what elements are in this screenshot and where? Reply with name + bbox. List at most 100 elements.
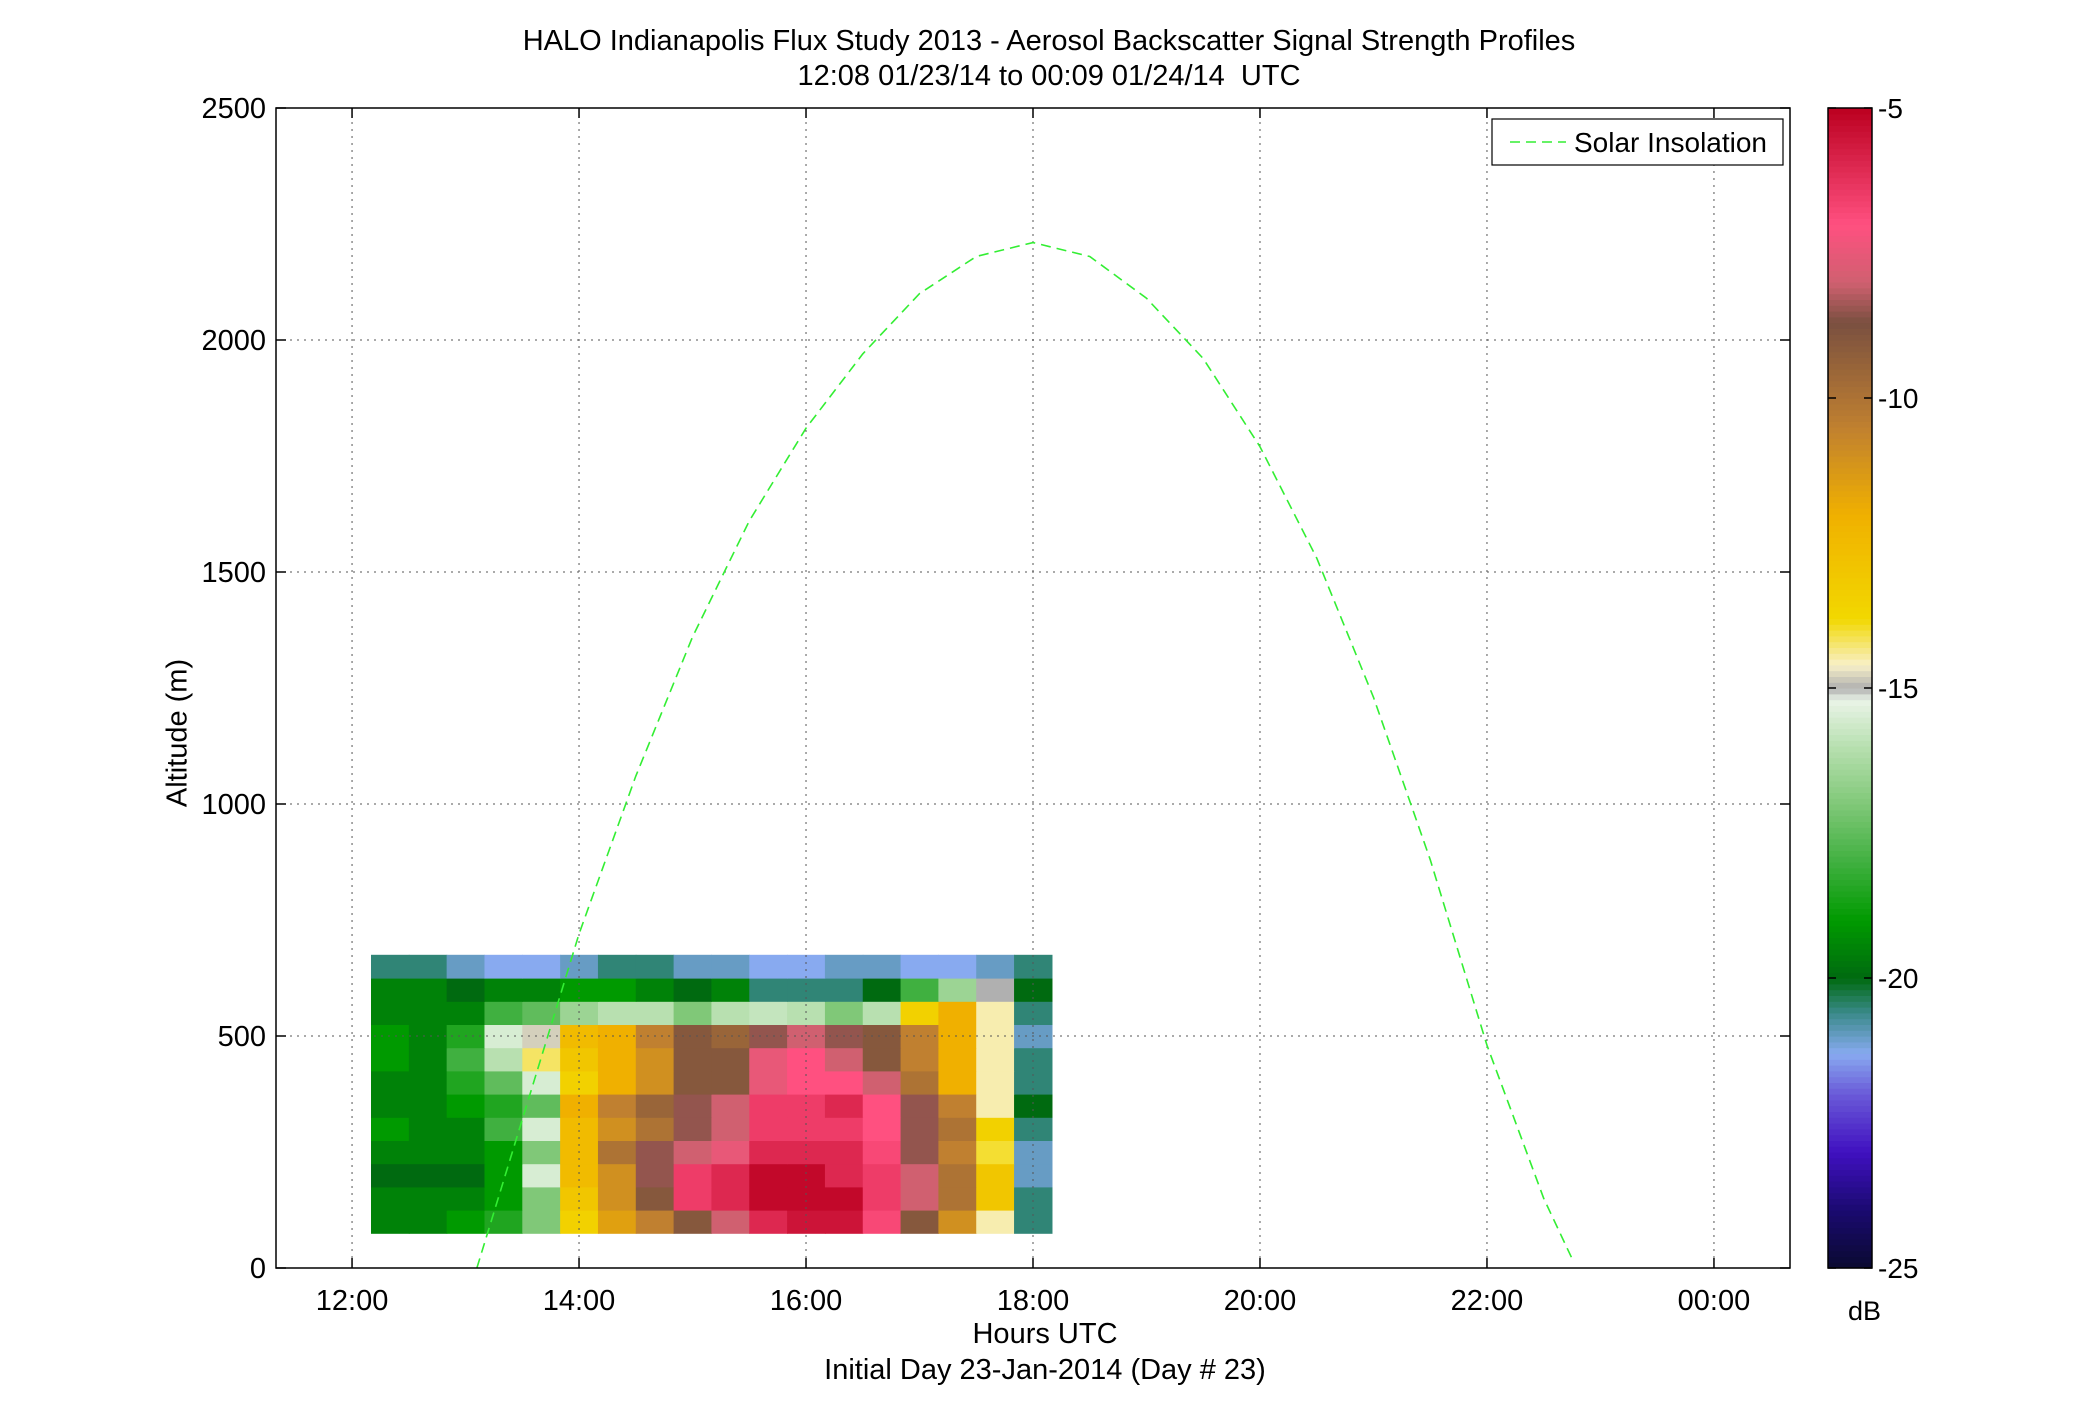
heatmap-cell [522,978,561,1002]
heatmap-cell [522,1024,561,1049]
colorbar-segment [1828,560,1872,567]
heatmap-cell [938,1047,977,1072]
heatmap-cell [976,1047,1015,1072]
colorbar-segment [1828,334,1872,341]
heatmap-cell [938,1163,977,1188]
heatmap-cell [976,1140,1015,1165]
heatmap-cell [597,1070,637,1095]
colorbar-segment [1828,340,1872,347]
colorbar-segment [1828,1186,1872,1194]
colorbar-segment [1828,496,1872,503]
colorbar-segment [1828,1105,1872,1112]
heatmap-cell [522,1140,561,1165]
colorbar-segment [1828,183,1872,190]
heatmap-cell [408,1186,448,1211]
colorbar-segment [1828,380,1872,387]
heatmap-cell [408,978,448,1002]
heatmap-cell [976,1117,1015,1141]
colorbar-segment [1828,873,1872,880]
colorbar-tick-label: -10 [1878,383,1918,414]
colorbar-segment [1828,1198,1872,1205]
heatmap-cell [635,1117,675,1141]
colorbar-segment [1828,554,1872,561]
heatmap-cell [938,1094,977,1118]
colorbar-segment [1828,867,1872,875]
colorbar-segment [1828,734,1872,741]
colorbar-segment [1828,751,1872,759]
colorbar-segment [1828,612,1872,619]
colorbar-segment [1828,1065,1872,1072]
heatmap-cell [938,1210,977,1234]
heatmap-cell [484,1024,523,1049]
colorbar-segment [1828,1152,1872,1159]
heatmap-cell [787,1117,826,1141]
heatmap-cell [862,1117,902,1141]
colorbar-segment [1828,374,1872,382]
heatmap-cell [787,1163,826,1188]
heatmap-cell [408,1140,448,1165]
heatmap-cell [862,954,902,979]
colorbar-segment [1828,154,1872,161]
colorbar-segment [1828,630,1872,637]
heatmap-cell [900,1186,940,1211]
colorbar-segment [1828,357,1872,364]
heatmap-cell [900,1163,940,1188]
colorbar-segment [1828,740,1872,747]
colorbar-segment [1828,444,1872,451]
heatmap-cell [824,1094,864,1118]
colorbar-segment [1828,328,1872,335]
heatmap-cell [673,1163,713,1188]
heatmap-cell [711,1186,750,1211]
colorbar-segment [1828,415,1872,422]
heatmap-cell [938,1001,977,1025]
colorbar-segment [1828,1024,1872,1031]
heatmap-cell [749,954,788,979]
heatmap-cell [711,1210,750,1234]
colorbar-segment [1828,166,1872,173]
heatmap-cell [976,1186,1015,1211]
colorbar-segment [1828,241,1872,248]
heatmap-cell [749,1186,788,1211]
colorbar-segment [1828,960,1872,967]
colorbar-segment [1828,224,1872,231]
colorbar-segment [1828,821,1872,828]
heatmap-cell [787,1001,826,1025]
colorbar-segment [1828,142,1872,150]
heatmap-cell [824,1001,864,1025]
colorbar-segment [1828,931,1872,938]
y-axis-label: Altitude (m) [161,658,194,808]
heatmap-cell [976,1024,1015,1049]
heatmap-cell [446,954,486,979]
heatmap-cell [370,1140,410,1165]
heatmap-cell [635,978,675,1002]
heatmap-cell [560,1094,599,1118]
heatmap-cell [976,1210,1015,1234]
heatmap-cell [370,1047,410,1072]
colorbar-segment [1828,943,1872,950]
colorbar-segment [1828,572,1872,579]
heatmap-cell [673,1094,713,1118]
heatmap-cell [484,1070,523,1095]
heatmap-cell [673,1117,713,1141]
colorbar-segment [1828,1099,1872,1107]
heatmap-cell [408,1117,448,1141]
colorbar-segment [1828,566,1872,573]
heatmap-cell [408,1001,448,1025]
heatmap-cell [370,1163,410,1188]
colorbar-segment [1828,688,1872,695]
colorbar-segment [1828,398,1872,405]
colorbar-segment [1828,908,1872,915]
heatmap-cell [408,954,448,979]
heatmap-cell [900,954,940,979]
colorbar-segment [1828,670,1872,677]
colorbar-segment [1828,676,1872,683]
colorbar-segment [1828,218,1872,225]
heatmap-cell [522,1210,561,1234]
x-tick-label: 00:00 [1678,1285,1751,1317]
colorbar-segment [1828,171,1872,179]
heatmap-cell [711,1094,750,1118]
colorbar-segment [1828,392,1872,399]
heatmap-cell [446,1094,486,1118]
colorbar-segment [1828,548,1872,556]
